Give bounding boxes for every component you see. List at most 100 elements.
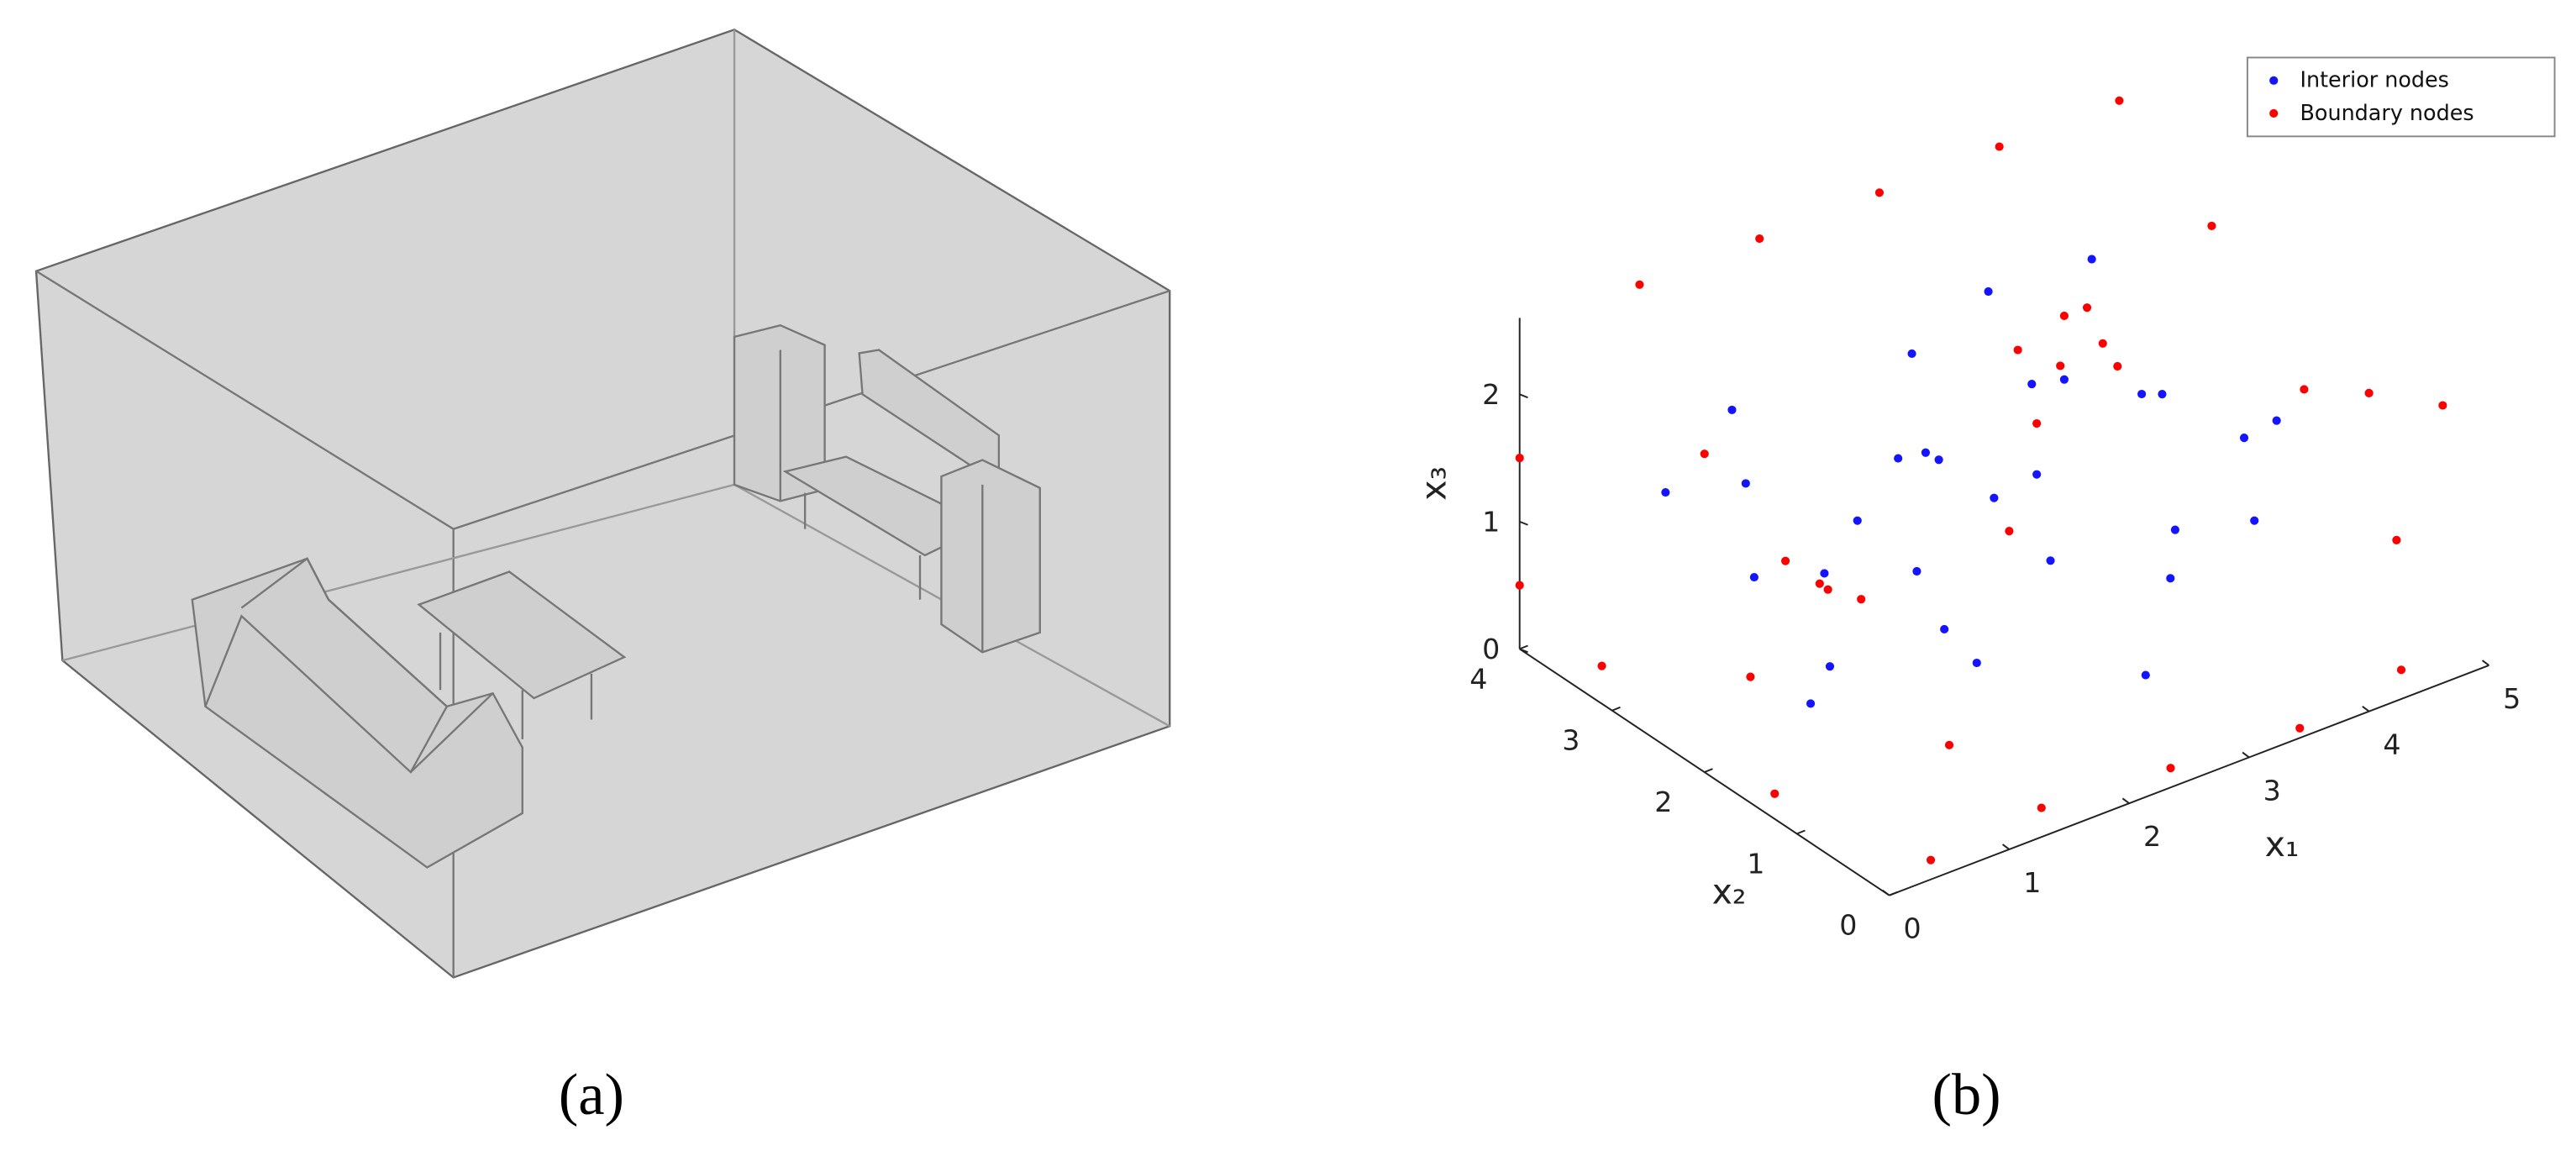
point [2300,385,2309,394]
point [1912,566,1921,576]
z-tick [1519,393,1528,399]
point [1907,349,1916,359]
point [2158,390,2167,399]
point [1749,572,1759,582]
x-tick [2481,660,2489,666]
point [1894,454,1903,463]
point [1857,595,1866,604]
x-tick-label: 2 [2143,820,2161,853]
point [2239,434,2249,443]
room-edge [62,483,735,662]
point [1815,579,1824,588]
x-axis [1889,665,2489,896]
point [1700,449,1709,459]
z-axis-label: x₃ [1414,466,1454,501]
x-tick-label: 1 [2023,866,2041,899]
point [1741,479,1750,488]
point [2113,361,2122,371]
y-tick [1889,891,1898,896]
point [2141,670,2150,680]
point [2115,96,2124,105]
y-tick [1611,706,1621,712]
point [2295,723,2305,733]
point [2098,339,2107,348]
point [2166,764,2175,773]
point [2046,556,2055,565]
y-tick-label: 0 [1839,909,1857,942]
point [2137,389,2147,399]
point [2027,380,2037,389]
x-tick [2121,797,2130,804]
point [2013,345,2022,355]
y-tick-label: 1 [1747,847,1764,880]
point [2059,375,2069,384]
point [1820,569,1829,578]
z-tick-label: 0 [1482,633,1500,665]
point [1984,286,1993,297]
point [1823,585,1832,594]
point [2087,255,2096,264]
point [1635,280,1644,289]
z-tick [1519,520,1528,526]
y-tick-label: 4 [1469,662,1487,695]
point [2250,516,2259,525]
point [2364,388,2374,397]
x-tick-label: 5 [2503,682,2521,715]
point [1755,234,1764,244]
point [1746,672,1755,681]
room-geometry [34,28,1171,979]
point [2207,221,2216,230]
point [2166,574,2175,583]
y-tick [1519,644,1528,650]
point [2056,361,2065,371]
legend-marker [2269,76,2279,85]
panel-label: (b) [1932,1062,2001,1127]
point [1770,789,1780,798]
x-tick [2362,706,2370,712]
point [1825,662,1835,671]
panel-label: (a) [559,1062,624,1127]
point [1853,516,1862,525]
point [1806,699,1816,708]
point [1515,454,1524,463]
y-tick [1704,768,1713,773]
point [2005,527,2014,536]
y-axis-label: x₂ [1712,871,1747,912]
point [2032,470,2042,479]
x-tick [2242,751,2250,759]
point [1921,448,1931,457]
point [1597,661,1606,670]
table [417,570,627,700]
y-tick-label: 3 [1562,724,1580,757]
point [1944,740,1954,749]
point [2396,665,2406,675]
point [2170,525,2179,534]
cabinet [940,459,1041,654]
x-tick [2001,844,2010,850]
point [1972,658,1981,668]
x-tick [1882,890,1890,896]
sofa-edge [410,692,494,773]
point [1934,455,1943,465]
point [1661,487,1670,497]
sofa-edge [204,557,449,774]
legend-label: Interior nodes [2300,67,2449,92]
legend-marker [2269,108,2279,118]
point [2272,416,2281,425]
z-tick-label: 2 [1482,378,1500,411]
y-tick-label: 2 [1654,786,1672,818]
z-tick-label: 1 [1482,506,1500,539]
legend-label: Boundary nodes [2300,100,2474,125]
x-tick-label: 4 [2383,728,2400,761]
point [2059,311,2069,321]
x-tick-label: 3 [2263,774,2281,807]
z-tick [1519,648,1528,654]
point [2037,803,2046,812]
point [1990,493,1999,502]
point [1874,188,1885,197]
point [1940,624,1949,634]
point [1515,581,1524,590]
y-tick [1796,829,1806,835]
point [1995,142,2004,151]
